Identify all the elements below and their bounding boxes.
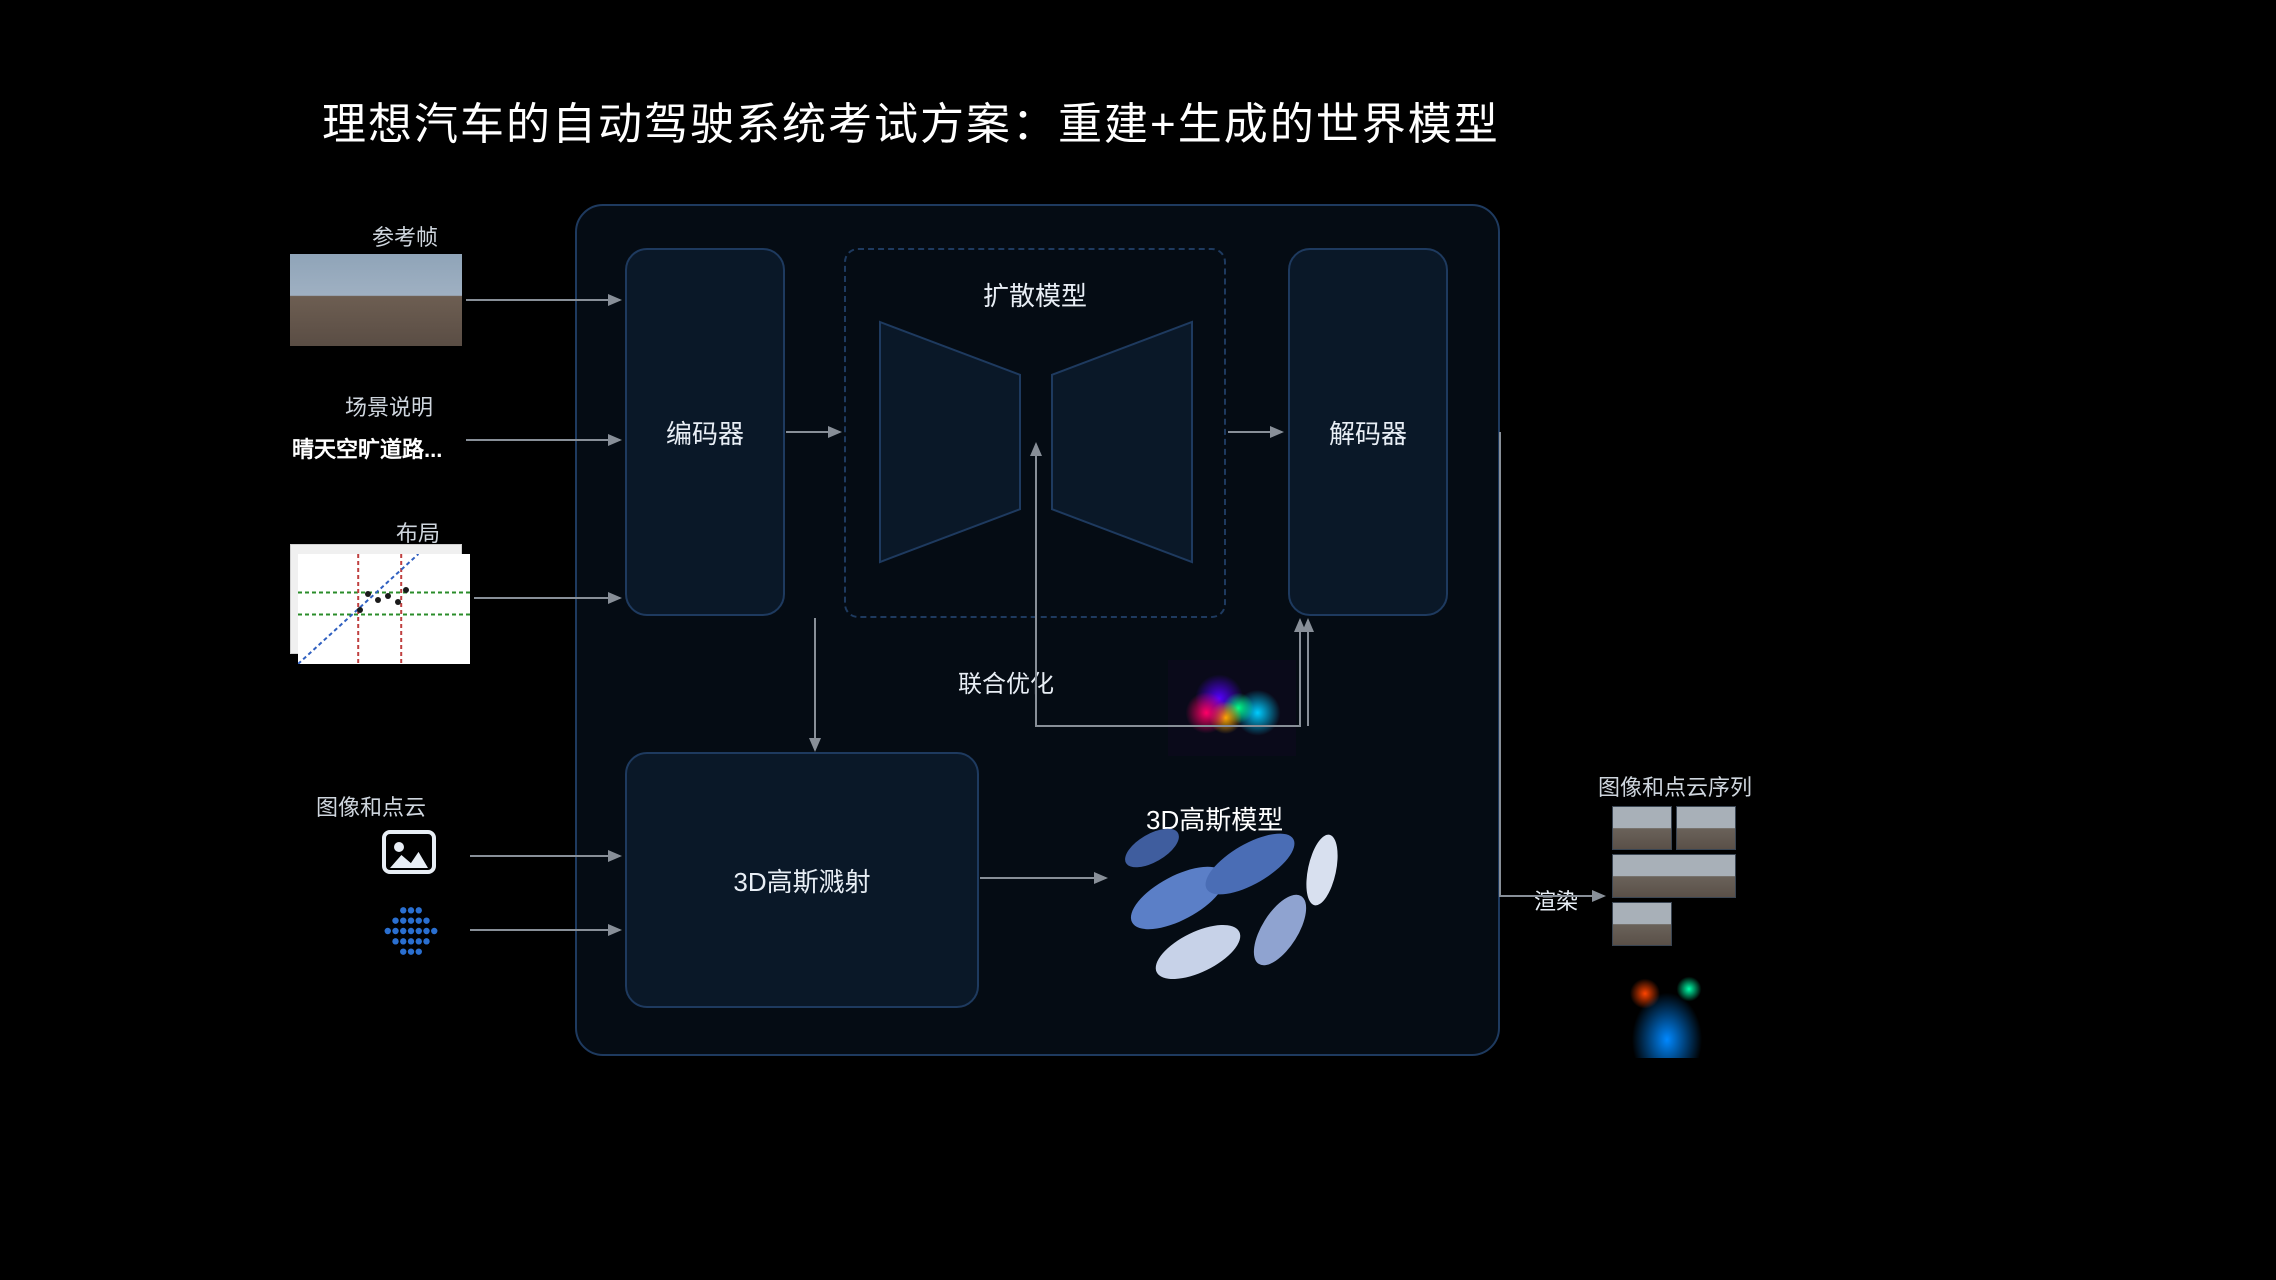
gaussian-ellipses-icon: [0, 0, 2276, 1280]
thumb-output-sequence: [1676, 806, 1736, 850]
thumb-output-sequence: [1612, 806, 1672, 850]
label-render: 渲染: [1534, 884, 1578, 916]
label-output-sequence: 图像和点云序列: [1598, 770, 1752, 802]
thumb-output-sequence: [1612, 902, 1672, 946]
thumb-output-sequence: [1612, 854, 1736, 898]
thumb-lidar-output: [1612, 966, 1722, 1058]
